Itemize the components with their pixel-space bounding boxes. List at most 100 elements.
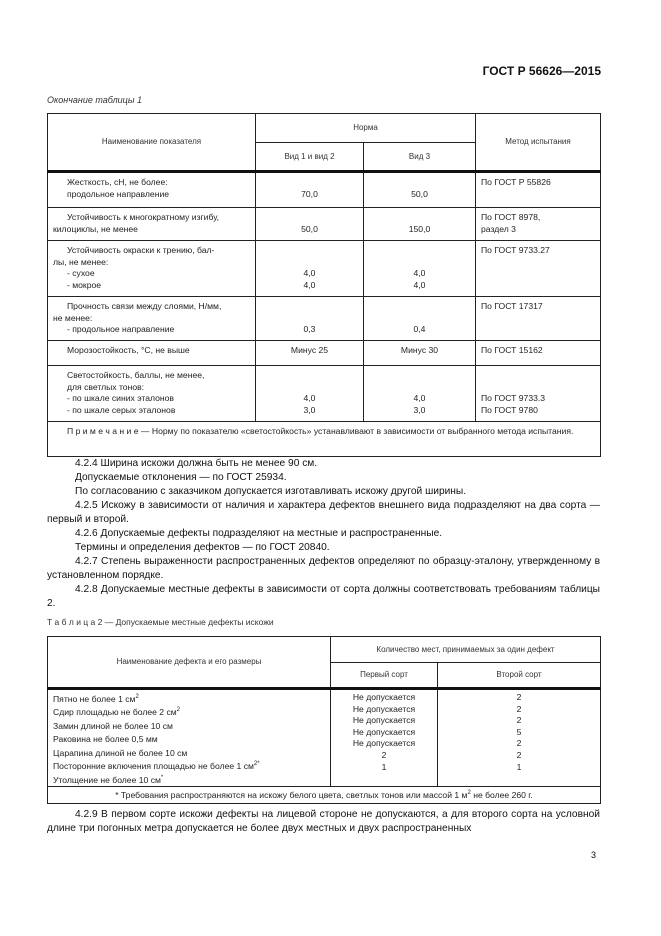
- paragraph: Термины и определения дефектов — по ГОСТ…: [75, 542, 330, 553]
- defect-name: Посторонние включения площадью не более …: [53, 761, 260, 772]
- defect-first-grade: Не допускается: [352, 703, 416, 714]
- cell-v2: 150,0: [363, 207, 476, 241]
- table-row: Устойчивость к многократному изгибу, кило…: [47, 207, 601, 241]
- cell-name: Жесткость, сН, не более: продольное напра…: [47, 171, 256, 208]
- defect-first-grade: Не допускается: [352, 692, 416, 702]
- cell-line: [369, 382, 470, 394]
- defect-second-grade: 2: [516, 692, 522, 702]
- cell-line: 50,0: [411, 188, 428, 199]
- cell-method: По ГОСТ 15162: [475, 340, 601, 366]
- cell-line: не менее:: [53, 312, 93, 323]
- defect-first-grade: 1: [381, 761, 387, 772]
- cell-line: По ГОСТ 9733.27: [481, 245, 550, 255]
- paragraph-4-2-9: 4.2.9 В первом сорте искожи дефекты на л…: [47, 809, 600, 834]
- cell-line: По ГОСТ 17317: [481, 301, 543, 311]
- cell-line: Минус 25: [290, 345, 329, 355]
- table-1: Наименование показателя Норма Метод испы…: [47, 113, 601, 457]
- defect-first-grade: Не допускается: [352, 738, 416, 749]
- cell-line: [261, 382, 358, 394]
- body-text: 4.2.4 Ширина искожи должна быть не менее…: [47, 457, 600, 611]
- note-text: — Норму по показателю «светостойкость» у…: [138, 426, 574, 436]
- cell-name: Устойчивость окраски к трению, бал-лы, н…: [47, 240, 256, 297]
- cell-line: Морозостойкость, °С, не выше: [67, 345, 190, 355]
- cell-v1: 50,0: [255, 207, 364, 241]
- cell-v1: 4,0 3,0: [255, 365, 364, 422]
- header-second: Второй сорт: [437, 662, 601, 690]
- defect-second-grade: 2: [516, 703, 522, 714]
- cell-v1: 0,3: [255, 296, 364, 341]
- cell-line: 4,0: [413, 279, 426, 290]
- cell-line: [261, 177, 358, 189]
- cell-v1: Минус 25: [255, 340, 364, 366]
- defect-name: Пятно не более 1 см2: [53, 693, 139, 704]
- defect-second-grade: 5: [516, 726, 522, 737]
- cell-line: [369, 212, 470, 224]
- cell-line: продольное направление: [67, 188, 170, 199]
- cell-line: [261, 313, 358, 325]
- cell-line: - по шкале синих эталонов: [67, 393, 174, 403]
- header-type12: Вид 1 и вид 2: [255, 142, 364, 173]
- cell-line: 4,0: [413, 268, 426, 278]
- table1-note: П р и м е ч а н и е — Норму по показател…: [47, 421, 601, 457]
- cell-v2: 4,0 3,0: [363, 365, 476, 422]
- defect-first-grade: Не допускается: [352, 726, 416, 737]
- cell-name: Устойчивость к многократному изгибу, кило…: [47, 207, 256, 241]
- cell-line: [369, 177, 470, 189]
- header-name: Наименование показателя: [47, 113, 256, 173]
- table1-caption: Окончание таблицы 1: [47, 95, 142, 105]
- cell-line: Жесткость, сН, не более:: [67, 177, 168, 187]
- cell-line: - мокрое: [67, 279, 102, 290]
- cell-line: для светлых тонов:: [67, 381, 145, 392]
- cell-line: [261, 257, 358, 269]
- first-grade-values: Не допускается Не допускается Не допускает…: [330, 687, 438, 788]
- cell-line: 4,0: [413, 393, 426, 403]
- table-row: Прочность связи между слоями, Н/мм, не ме…: [47, 296, 601, 341]
- table2-footnote: * Требования распространяются на искожу …: [47, 786, 601, 805]
- cell-line: раздел 3: [481, 223, 516, 234]
- cell-line: [369, 245, 470, 257]
- cell-name: Прочность связи между слоями, Н/мм, не ме…: [47, 296, 256, 341]
- cell-line: [261, 370, 358, 382]
- table-2: Наименование дефекта и его размеры Колич…: [47, 636, 601, 805]
- header-first: Первый сорт: [330, 662, 438, 690]
- header-defect: Наименование дефекта и его размеры: [47, 636, 331, 690]
- cell-v2: 0,4: [363, 296, 476, 341]
- cell-line: [261, 301, 358, 313]
- cell-line: 0,4: [413, 324, 426, 334]
- cell-line: Прочность связи между слоями, Н/мм,: [67, 301, 222, 311]
- table2-caption: Т а б л и ц а 2 — Допускаемые местные де…: [47, 617, 274, 627]
- cell-name: Светостойкость, баллы, не менее, для свет…: [47, 365, 256, 422]
- defect-name: Сдир площадью не более 2 см2: [53, 707, 181, 718]
- cell-method: По ГОСТ 17317: [475, 296, 601, 341]
- cell-line: - сухое: [67, 268, 95, 278]
- cell-line: [369, 370, 470, 382]
- cell-line: 3,0: [413, 404, 426, 415]
- cell-v2: 50,0: [363, 171, 476, 208]
- cell-v1: 70,0: [255, 171, 364, 208]
- cell-line: 0,3: [303, 324, 316, 334]
- defect-name: Замин длиной не более 10 см: [53, 720, 173, 731]
- cell-line: [369, 301, 470, 313]
- cell-line: По ГОСТ 8978,: [481, 212, 541, 222]
- paragraph: 4.2.7 Степень выраженности распространен…: [47, 556, 600, 581]
- defect-second-grade: 2: [516, 738, 522, 749]
- cell-line: [369, 257, 470, 269]
- defect-name: Царапина длиной не более 10 см: [53, 747, 188, 758]
- paragraph: 4.2.8 Допускаемые местные дефекты в зави…: [47, 584, 600, 609]
- cell-line: 150,0: [408, 223, 431, 234]
- cell-line: 70,0: [301, 188, 318, 199]
- defect-first-grade: Не допускается: [352, 715, 416, 726]
- cell-line: - продольное направление: [67, 324, 175, 334]
- cell-line: [261, 212, 358, 224]
- paragraph: Допускаемые отклонения — по ГОСТ 25934.: [75, 472, 287, 483]
- header-type3: Вид 3: [363, 142, 476, 173]
- header-count: Количество мест, принимаемых за один деф…: [330, 636, 601, 663]
- page-number: 3: [591, 850, 597, 860]
- cell-line: [369, 313, 470, 325]
- defect-second-grade: 2: [516, 715, 522, 726]
- cell-v2: Минус 30: [363, 340, 476, 366]
- table-row: Жесткость, сН, не более: продольное напра…: [47, 171, 601, 208]
- cell-line: 50,0: [301, 223, 318, 234]
- defect-name: Утолщение не более 10 см*: [53, 774, 164, 785]
